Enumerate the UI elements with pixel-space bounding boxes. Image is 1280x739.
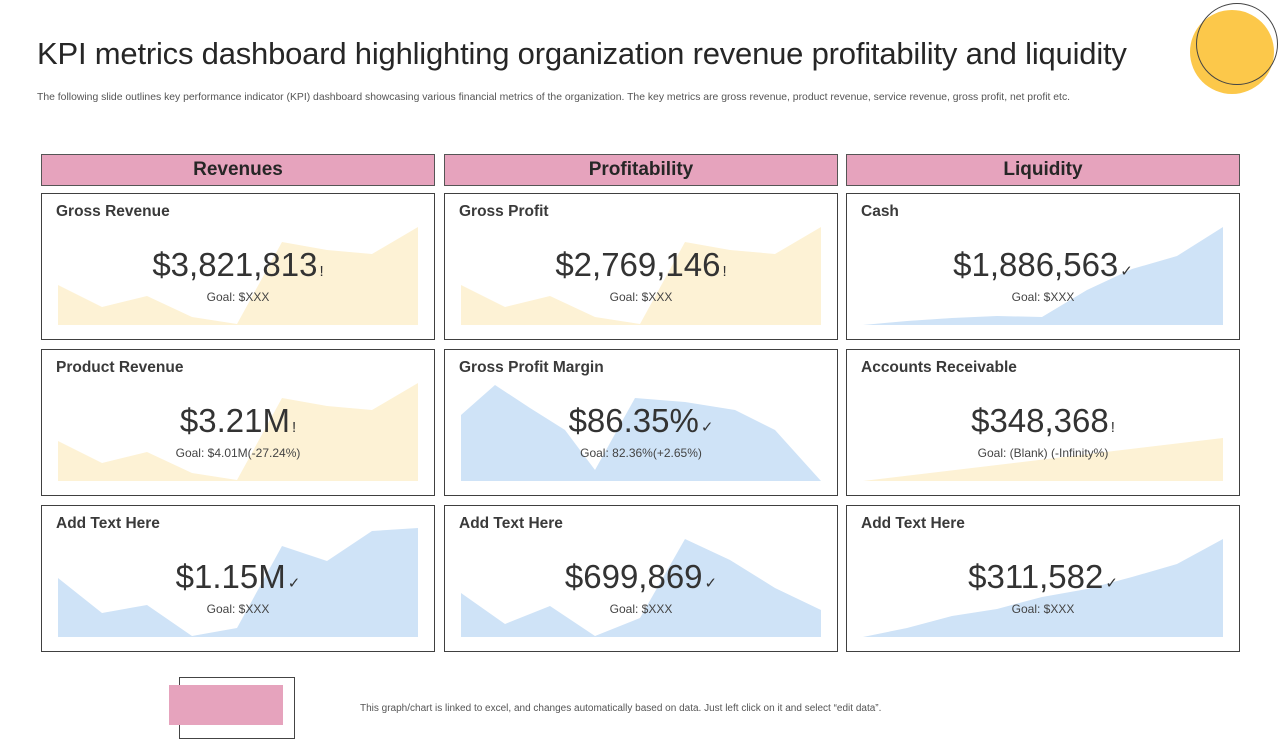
page-title: KPI metrics dashboard highlighting organ…: [37, 36, 1127, 71]
sparkline-area-chart: [863, 438, 1223, 481]
kpi-card-liquidity-3[interactable]: Add Text Here $311,582 ✓ Goal: $XXX: [846, 505, 1240, 652]
card-title: Cash: [861, 203, 899, 220]
sparkline-area-chart: [863, 539, 1223, 637]
column-header-revenues: Revenues: [41, 154, 435, 186]
kpi-card-revenues-2[interactable]: Product Revenue $3.21M! Goal: $4.01M(-27.2…: [41, 349, 435, 496]
decorative-ring: [1196, 3, 1278, 85]
card-title: Accounts Receivable: [861, 359, 1017, 376]
kpi-value-text: $699,869: [564, 558, 703, 595]
area-series: [58, 227, 418, 325]
goal-text: Goal: $XXX: [206, 602, 270, 616]
area-series: [863, 438, 1223, 481]
checkmark-icon: ✓: [287, 575, 301, 592]
kpi-value: $348,368!: [847, 402, 1239, 440]
column-header-profitability: Profitability: [444, 154, 838, 186]
card-title: Add Text Here: [861, 515, 965, 532]
sparkline-area-chart: [461, 227, 821, 325]
kpi-card-liquidity-1[interactable]: Cash $1,886,563 ✓ Goal: $XXX: [846, 193, 1240, 340]
warning-icon: !: [291, 419, 297, 436]
checkmark-icon: ✓: [700, 419, 714, 436]
goal-text: Goal: $XXX: [609, 602, 673, 616]
kpi-value-text: $348,368: [971, 402, 1109, 439]
goal-text: Goal: $XXX: [1011, 290, 1075, 304]
area-series: [461, 227, 821, 325]
warning-icon: !: [1110, 419, 1115, 436]
area-series: [58, 383, 418, 481]
kpi-value-text: $1.15M: [175, 558, 286, 595]
goal-text: Goal: $4.01M(-27.24%): [175, 446, 301, 460]
area-series: [461, 539, 821, 637]
sparkline-area-chart: [863, 227, 1223, 325]
card-title: Gross Profit Margin: [459, 359, 604, 376]
sparkline-area-chart: [58, 528, 418, 637]
card-title: Add Text Here: [56, 515, 160, 532]
area-series: [863, 539, 1223, 637]
goal-text: Goal: $XXX: [1011, 602, 1075, 616]
kpi-value: $2,769,146!: [445, 246, 837, 284]
kpi-card-revenues-1[interactable]: Gross Revenue $3,821,813! Goal: $XXX: [41, 193, 435, 340]
kpi-value-text: $3.21M: [179, 402, 290, 439]
checkmark-icon: ✓: [1120, 263, 1133, 280]
area-series: [863, 227, 1223, 325]
kpi-value-text: $1,886,563: [953, 246, 1119, 283]
footer-pink-box: [169, 685, 283, 725]
sparkline-area-chart: [58, 383, 418, 481]
kpi-card-revenues-3[interactable]: Add Text Here $1.15M ✓ Goal: $XXX: [41, 505, 435, 652]
warning-icon: !: [319, 263, 324, 280]
kpi-value: $699,869 ✓: [445, 558, 837, 596]
goal-text: Goal: $XXX: [206, 290, 270, 304]
goal-text: Goal: 82.36%(+2.65%): [580, 446, 702, 460]
checkmark-icon: ✓: [1105, 575, 1118, 592]
card-title: Gross Revenue: [56, 203, 170, 220]
sparkline-area-chart: [461, 539, 821, 637]
kpi-value: $1.15M ✓: [42, 558, 434, 596]
kpi-value-text: $2,769,146: [555, 246, 721, 283]
kpi-value: $3,821,813!: [42, 246, 434, 284]
kpi-value-text: $3,821,813: [152, 246, 318, 283]
goal-text: Goal: $XXX: [609, 290, 673, 304]
goal-text: Goal: (Blank) (-Infinity%): [977, 446, 1109, 460]
card-title: Gross Profit: [459, 203, 549, 220]
sparkline-area-chart: [58, 227, 418, 325]
kpi-value-text: $311,582: [968, 558, 1104, 595]
warning-icon: !: [722, 263, 727, 280]
checkmark-icon: ✓: [704, 575, 718, 592]
kpi-value-text: $86.35%: [568, 402, 699, 439]
card-title: Add Text Here: [459, 515, 563, 532]
kpi-card-profitability-1[interactable]: Gross Profit $2,769,146! Goal: $XXX: [444, 193, 838, 340]
sparkline-area-chart: [461, 385, 821, 481]
kpi-card-liquidity-2[interactable]: Accounts Receivable $348,368! Goal: (Blank…: [846, 349, 1240, 496]
card-title: Product Revenue: [56, 359, 184, 376]
column-header-liquidity: Liquidity: [846, 154, 1240, 186]
kpi-value: $311,582 ✓: [847, 558, 1239, 596]
kpi-value: $3.21M!: [42, 402, 434, 440]
footer-note: This graph/chart is linked to excel, and…: [360, 703, 882, 714]
area-series: [58, 528, 418, 637]
kpi-value: $86.35% ✓: [445, 402, 837, 440]
kpi-card-profitability-3[interactable]: Add Text Here $699,869 ✓ Goal: $XXX: [444, 505, 838, 652]
page-subtitle: The following slide outlines key perform…: [37, 92, 1071, 103]
area-series: [461, 385, 821, 481]
kpi-value: $1,886,563 ✓: [847, 246, 1239, 284]
kpi-card-profitability-2[interactable]: Gross Profit Margin $86.35% ✓ Goal: 82.36%(…: [444, 349, 838, 496]
